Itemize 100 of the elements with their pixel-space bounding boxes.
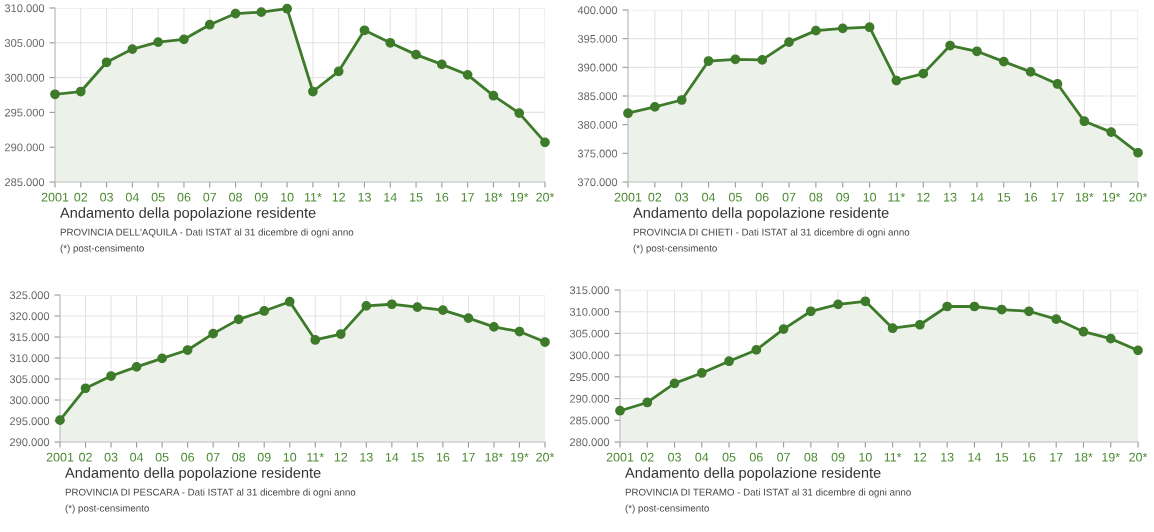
x-tick-label: 17 (1050, 452, 1063, 462)
point (386, 299, 397, 310)
x-tick-label: 20* (536, 452, 555, 462)
point (436, 59, 447, 70)
point (945, 40, 955, 51)
y-tick-label: 305.000 (9, 375, 50, 384)
x-tick-label: 07 (777, 452, 790, 462)
text: Andamento della popolazione residente (625, 467, 881, 481)
point (864, 22, 875, 33)
point (833, 299, 843, 310)
point (335, 329, 346, 339)
x-tick-label: 09 (836, 192, 850, 202)
point (1078, 326, 1089, 337)
x-tick-label: 05 (722, 452, 736, 462)
x-tick-label: 06 (177, 192, 191, 202)
point (438, 305, 448, 315)
point (998, 56, 1009, 67)
text: Andamento della popolazione residente (60, 207, 316, 221)
point (233, 314, 244, 325)
x-tick-label: 14 (384, 192, 397, 202)
point (80, 383, 91, 394)
x-tick-label: 20* (1129, 192, 1148, 202)
x-tick-label: 18* (1075, 452, 1093, 462)
x-tick-label: 12 (913, 452, 927, 462)
y-tick-label: 305.000 (569, 329, 610, 338)
y-tick-label: 400.000 (577, 6, 618, 15)
x-tick-label: 13 (360, 452, 373, 462)
point (489, 322, 499, 332)
x-tick-label: 16 (1024, 192, 1038, 202)
point (359, 25, 370, 36)
x-tick-label: 19* (511, 452, 529, 462)
point (208, 328, 219, 339)
text: PROVINCIA DELL'AQUILA - Dati ISTAT al 31 dicembre di ogni anno (60, 228, 354, 238)
point (462, 69, 473, 80)
point (1106, 127, 1117, 137)
y-tick-label: 290.000 (569, 394, 610, 403)
y-tick-label: 280.000 (569, 438, 610, 447)
x-tick-label: 11* (304, 192, 322, 202)
point (811, 25, 821, 36)
point (1052, 79, 1063, 89)
x-tick-label: 07 (782, 192, 796, 202)
point (310, 335, 321, 345)
point (784, 37, 794, 47)
point (730, 54, 741, 65)
x-tick-label: 08 (804, 452, 818, 462)
point (837, 23, 848, 34)
x-tick-label: 05 (151, 192, 165, 202)
x-tick-label: 13 (358, 192, 371, 202)
x-tick-label: 03 (104, 452, 118, 462)
y-tick-label: 310.000 (9, 354, 50, 363)
point (361, 301, 372, 311)
y-tick-label: 300.000 (569, 351, 610, 360)
point (282, 3, 292, 14)
x-tick-label: 08 (232, 452, 246, 462)
y-tick-label: 315.000 (569, 286, 610, 295)
x-tick-label: 15 (411, 452, 424, 462)
x-tick-label: 13 (941, 452, 954, 462)
point (676, 95, 687, 105)
x-tick-label: 05 (728, 192, 742, 202)
y-tick-label: 305.000 (4, 39, 45, 47)
y-tick-label: 390.000 (577, 63, 618, 72)
x-tick-label: 2001 (606, 452, 634, 462)
y-tick-label: 285.000 (569, 416, 610, 425)
point (106, 371, 116, 381)
y-tick-label: 295.000 (4, 108, 45, 117)
point (385, 37, 396, 48)
point (805, 306, 816, 317)
y-tick-label: 300.000 (9, 396, 50, 405)
x-tick-label: 02 (79, 452, 92, 462)
y-tick-label: 325.000 (9, 291, 50, 300)
point (463, 313, 474, 323)
point (308, 86, 318, 97)
point (696, 368, 707, 378)
point (649, 102, 660, 112)
point (101, 57, 112, 68)
x-tick-label: 06 (749, 452, 763, 462)
y-tick-label: 290.000 (9, 438, 50, 447)
point (1133, 345, 1143, 356)
y-tick-label: 385.000 (577, 92, 618, 101)
x-tick-label: 06 (181, 452, 195, 462)
text: PROVINCIA DI PESCARA - Dati ISTAT al 31 dicembre di ogni anno (65, 488, 356, 498)
point (411, 49, 421, 60)
x-tick-label: 11* (884, 452, 902, 462)
x-tick-label: 19* (510, 192, 529, 202)
x-tick-label: 2001 (41, 192, 69, 202)
x-tick-label: 16 (436, 452, 450, 462)
y-tick-label: 395.000 (577, 34, 618, 43)
x-tick-label: 20* (1129, 452, 1148, 462)
point (179, 34, 189, 45)
x-tick-label: 11* (888, 192, 906, 202)
point (860, 296, 871, 307)
point (1105, 333, 1116, 344)
x-tick-label: 19* (1102, 452, 1120, 462)
text: (*) post-censimento (60, 244, 144, 254)
x-tick-label: 02 (640, 452, 654, 462)
point (642, 397, 653, 408)
x-tick-label: 17 (1051, 192, 1064, 202)
point (131, 361, 142, 372)
x-tick-label: 10 (863, 192, 877, 202)
text: Andamento della popolazione residente (633, 207, 889, 221)
